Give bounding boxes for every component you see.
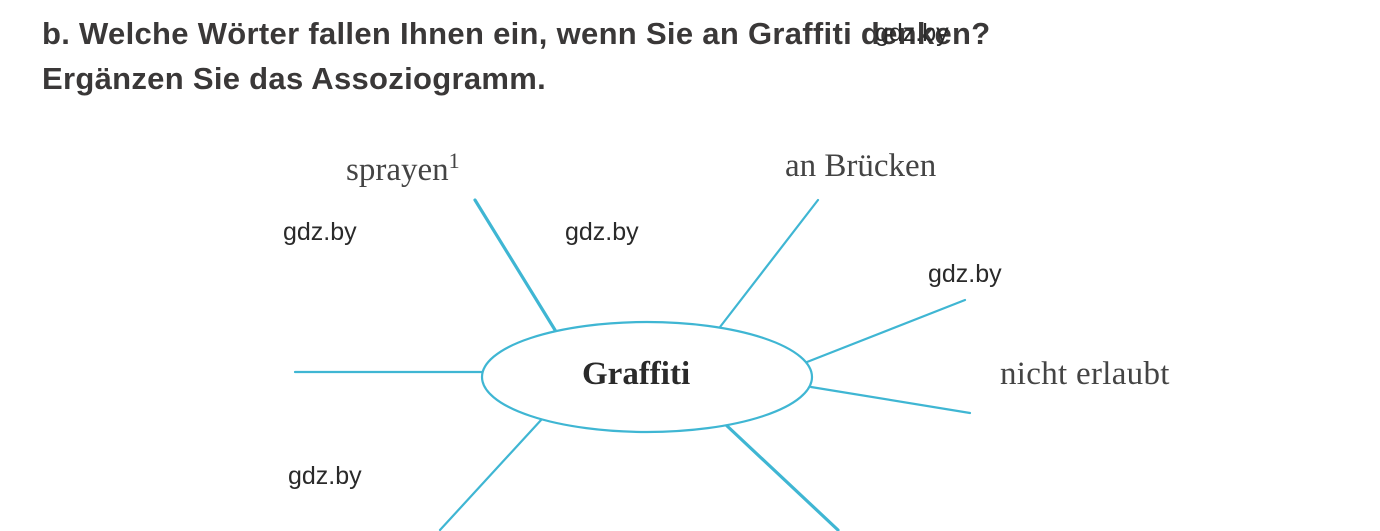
- node-label-brucken: an Brücken: [785, 148, 936, 185]
- associogram-svg: [0, 0, 1380, 531]
- center-node-label: Graffiti: [582, 356, 690, 393]
- node-label-sprayen: sprayen1: [346, 148, 460, 189]
- node-label-nichterlaubt: nicht erlaubt: [1000, 356, 1170, 393]
- page-container: b. Welche Wörter fallen Ihnen ein, wenn …: [0, 0, 1380, 531]
- sprayen-text: sprayen: [346, 152, 449, 188]
- sprayen-sup: 1: [449, 148, 460, 173]
